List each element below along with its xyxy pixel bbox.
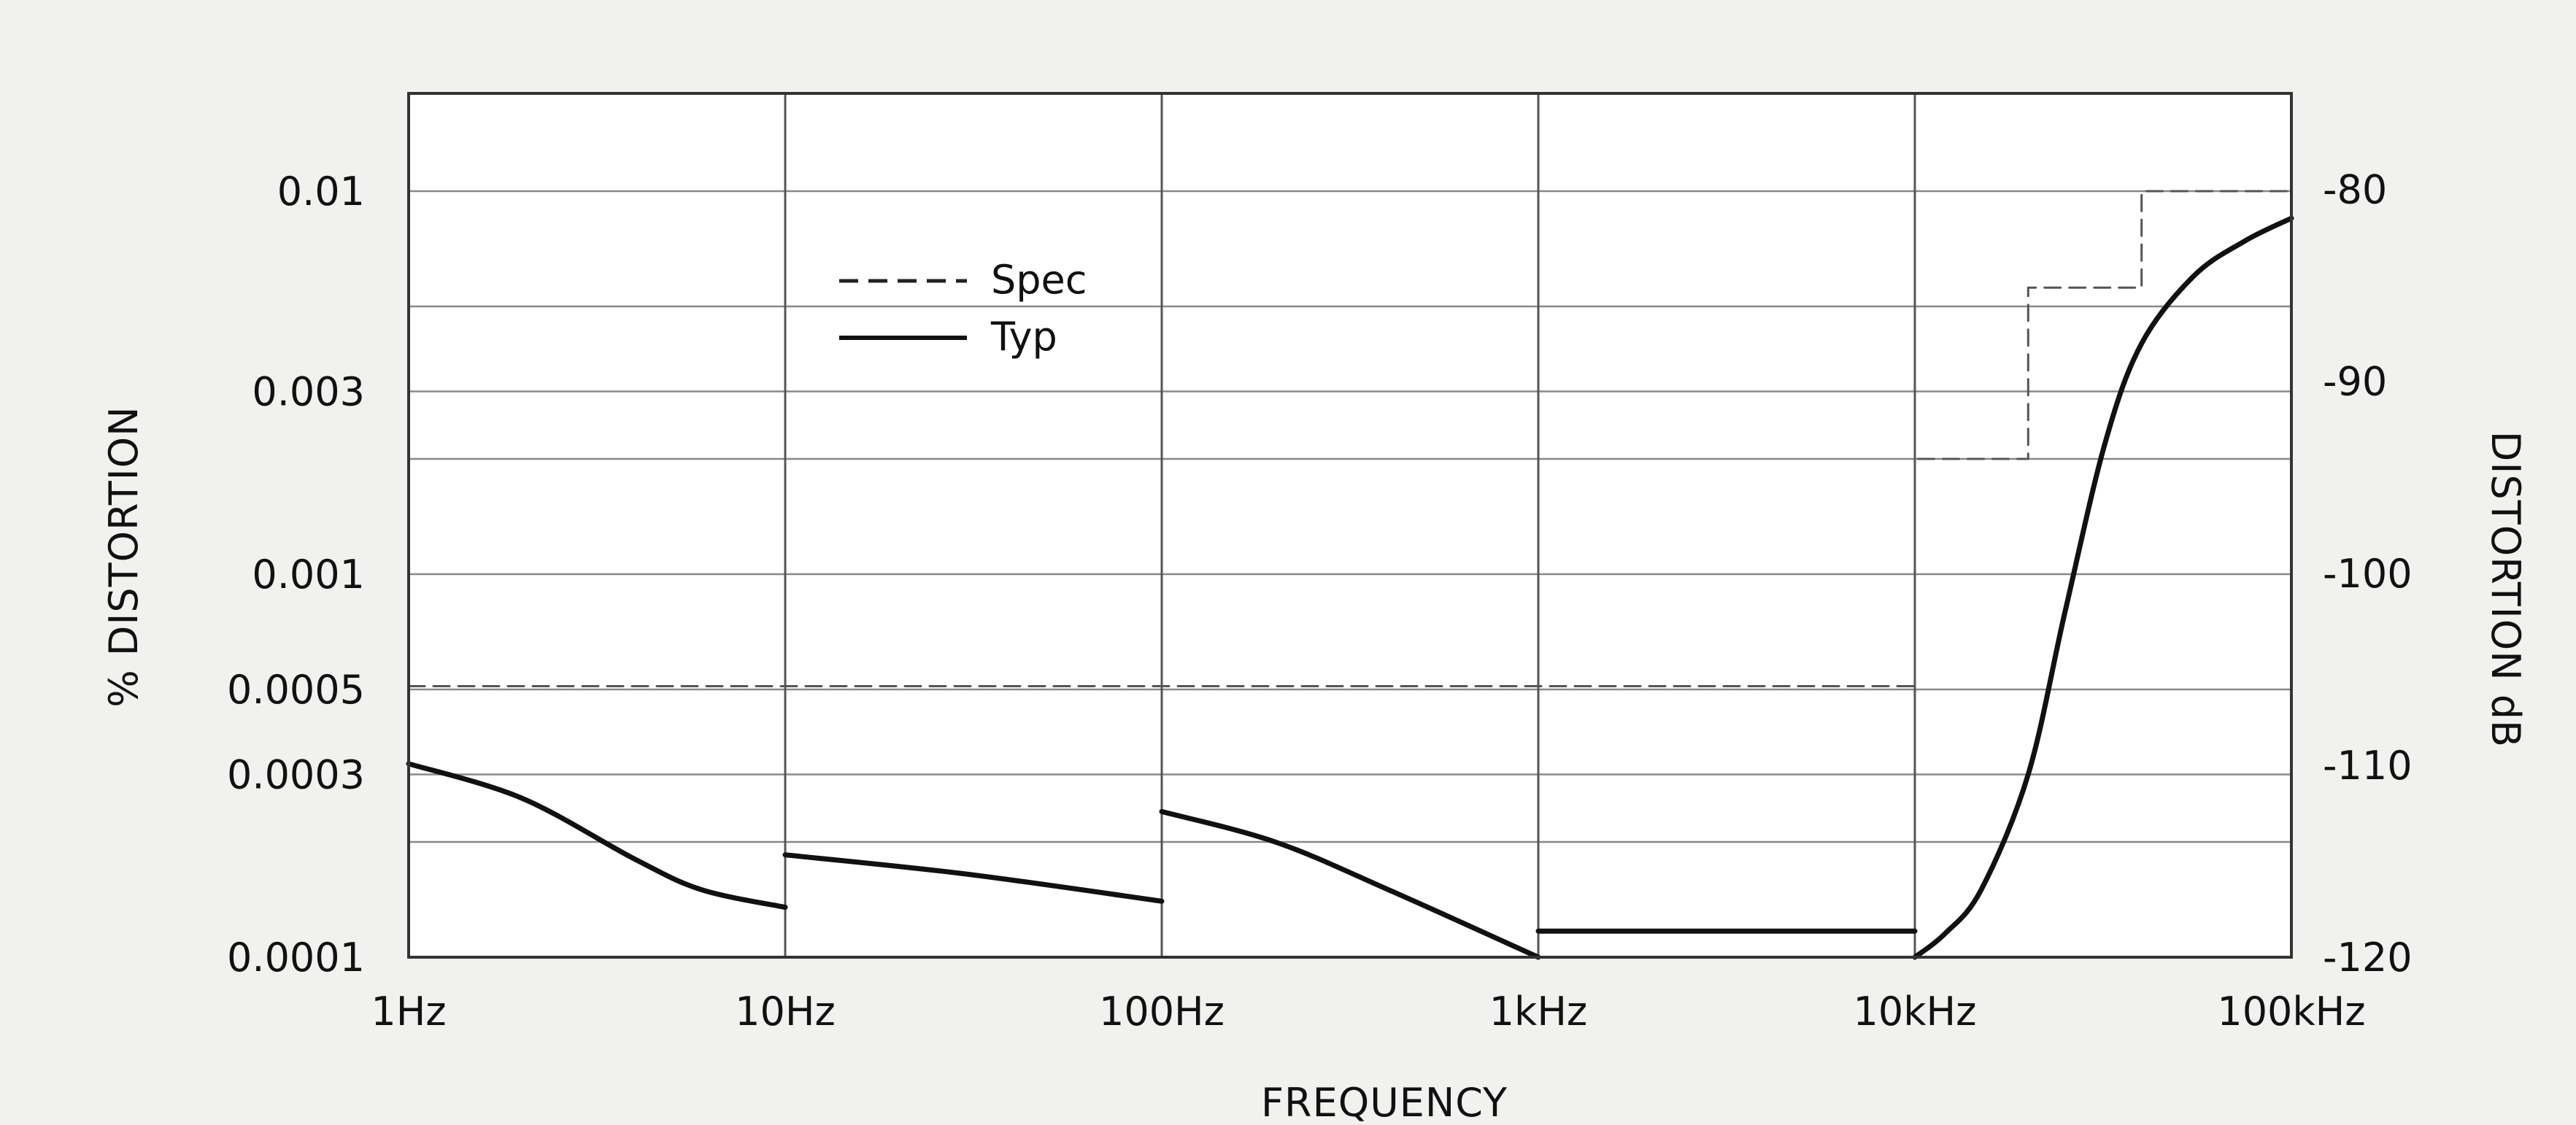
x-tick-label-0: 1Hz <box>371 989 446 1035</box>
y-tick-label-2: 0.001 <box>252 552 365 598</box>
y2-axis-title: DISTORTION dB <box>2483 431 2529 748</box>
legend-spec-label: Spec <box>991 257 1087 303</box>
series-layer <box>406 190 2294 960</box>
y2-tick-label-0: -80 <box>2323 167 2387 213</box>
typ-series-segment-1 <box>782 852 1165 904</box>
y2-tick-label-4: -120 <box>2323 935 2413 981</box>
plot-frame <box>407 92 2293 959</box>
x-axis-title: FREQUENCY <box>1261 1080 1508 1125</box>
y-tick-label-4: 0.0003 <box>227 752 365 798</box>
typ-series-segment-4 <box>1912 215 2294 960</box>
y-tick-label-5: 0.0001 <box>227 935 365 981</box>
typ-series-segment-0 <box>406 761 788 911</box>
y-tick-label-1: 0.003 <box>252 369 365 415</box>
x-tick-label-1: 10Hz <box>735 989 836 1035</box>
typ-series-segment-2 <box>1159 808 1541 960</box>
legend-typ-label: Typ <box>990 314 1057 360</box>
x-tick-labels: 1Hz 10Hz 100Hz 1kHz 10kHz 100kHz <box>371 989 2365 1035</box>
y-tick-labels: 0.01 0.003 0.001 0.0005 0.0003 0.0001 <box>227 169 365 981</box>
y-axis-title: % DISTORTION <box>101 406 147 707</box>
x-tick-label-5: 100kHz <box>2217 989 2365 1035</box>
plot-area <box>409 93 2291 957</box>
x-tick-label-2: 100Hz <box>1099 989 1225 1035</box>
y2-tick-label-1: -90 <box>2323 359 2387 405</box>
spec-series-segment-0 <box>407 190 2293 687</box>
x-tick-label-4: 10kHz <box>1854 989 1977 1035</box>
x-tick-label-3: 1kHz <box>1489 989 1588 1035</box>
y-tick-label-3: 0.0005 <box>227 667 365 713</box>
y2-tick-labels: -80 -90 -100 -110 -120 <box>2323 167 2413 981</box>
y2-tick-label-3: -110 <box>2323 743 2413 789</box>
y-tick-label-0: 0.01 <box>277 169 365 214</box>
y2-tick-label-2: -100 <box>2323 551 2413 597</box>
legend: Spec Typ <box>839 257 1087 360</box>
